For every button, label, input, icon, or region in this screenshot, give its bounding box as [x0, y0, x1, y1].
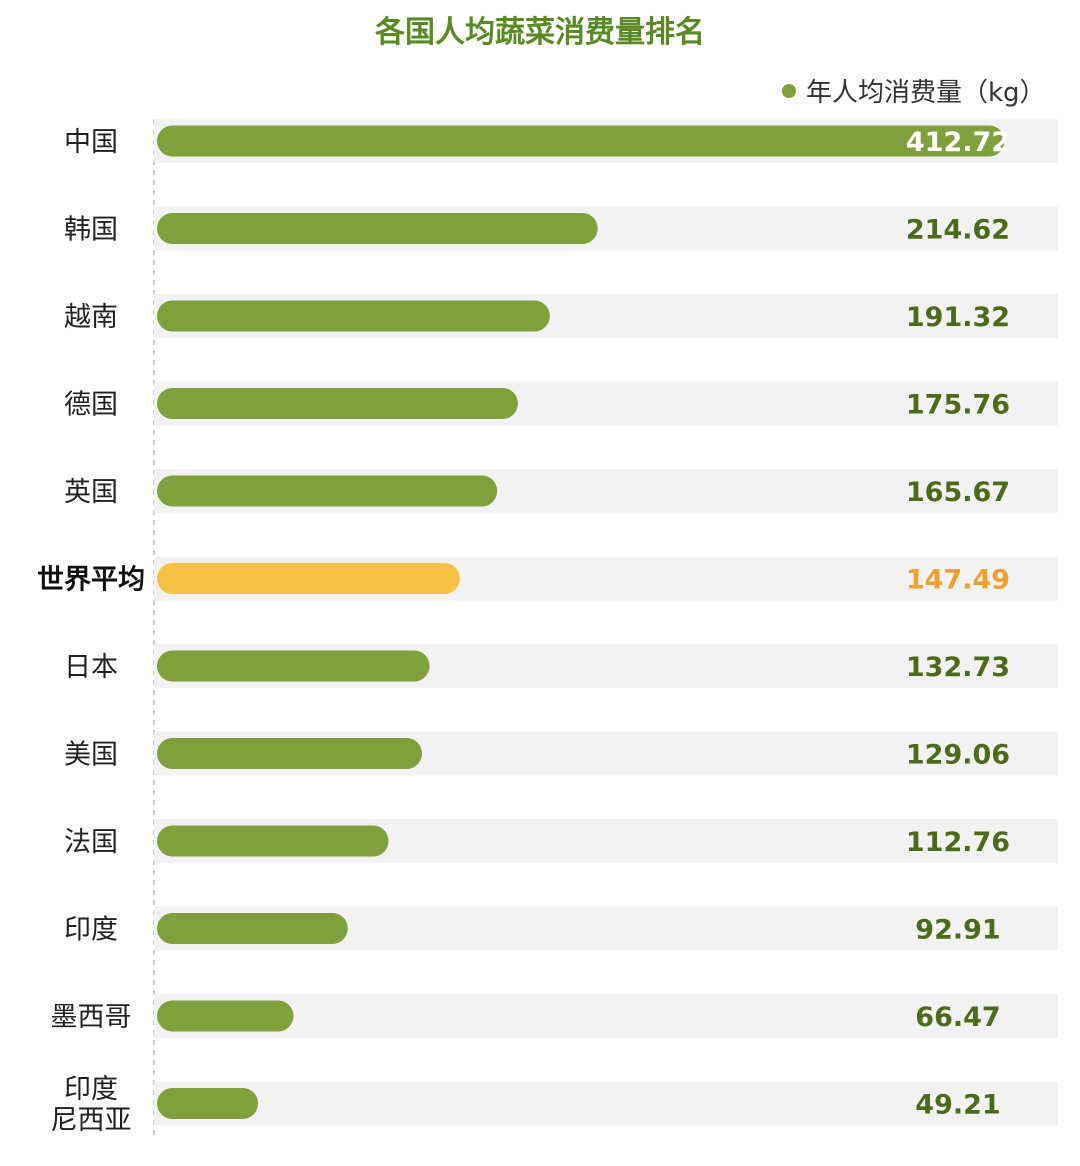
- bar-track: [154, 994, 1058, 1038]
- category-label: 世界平均: [37, 565, 145, 596]
- category-label: 中国: [64, 127, 118, 158]
- category-label: 韩国: [64, 215, 118, 246]
- bar-row: 日本 132.73: [64, 644, 1058, 688]
- value-label: 66.47: [915, 1002, 1000, 1033]
- bar-row: 德国 175.76: [64, 381, 1058, 426]
- bar-rows: 中国 412.72 韩国 214.62 越南 191.32 德国 175.76 英国 165.67…: [37, 119, 1058, 1136]
- value-label: 49.21: [915, 1090, 1000, 1121]
- legend-label: 年人均消费量（kg）: [806, 78, 1046, 108]
- value-label: 191.32: [906, 302, 1010, 333]
- value-label: 147.49: [906, 565, 1010, 596]
- bar: [157, 738, 423, 769]
- category-label: 日本: [64, 652, 118, 683]
- bar: [157, 1000, 294, 1032]
- bar-row: 印度尼西亚 49.21: [51, 1074, 1058, 1136]
- bar: [157, 213, 598, 244]
- bar: [157, 300, 550, 332]
- chart-title: 各国人均蔬菜消费量排名: [374, 15, 705, 50]
- bar: [157, 913, 348, 944]
- category-label: 英国: [64, 477, 118, 508]
- category-label: 印度尼西亚: [51, 1074, 132, 1136]
- bar: [157, 1088, 259, 1119]
- value-label: 112.76: [906, 827, 1010, 858]
- bar-row: 美国 129.06: [64, 731, 1058, 776]
- bar: [157, 125, 1005, 157]
- category-label: 德国: [64, 390, 118, 421]
- bar: [157, 650, 430, 682]
- value-label: 214.62: [906, 215, 1010, 246]
- category-label: 法国: [64, 827, 118, 858]
- bar-row: 世界平均 147.49: [37, 556, 1058, 601]
- bar-row: 印度 92.91: [64, 906, 1058, 951]
- value-label: 129.06: [906, 740, 1010, 771]
- bar-row: 越南 191.32: [64, 294, 1058, 338]
- category-label: 越南: [64, 302, 118, 333]
- value-label: 412.72: [906, 127, 1010, 158]
- bar-row: 韩国 214.62: [64, 206, 1058, 251]
- bar-row: 英国 165.67: [64, 469, 1058, 513]
- value-label: 132.73: [906, 652, 1010, 683]
- bar-row: 墨西哥 66.47: [51, 994, 1058, 1038]
- bar-track: [154, 1081, 1058, 1126]
- category-label: 墨西哥: [51, 1002, 132, 1033]
- bar: [157, 388, 518, 419]
- value-label: 92.91: [915, 915, 1000, 946]
- category-label: 印度: [64, 915, 118, 946]
- value-label: 175.76: [906, 390, 1010, 421]
- bar-row: 中国 412.72: [64, 119, 1058, 163]
- legend-swatch: [782, 84, 796, 98]
- bar: [157, 475, 498, 507]
- bar: [157, 563, 460, 594]
- value-label: 165.67: [906, 477, 1010, 508]
- legend: 年人均消费量（kg）: [782, 78, 1046, 108]
- category-label: 美国: [64, 740, 118, 771]
- bar: [157, 825, 389, 857]
- bar-row: 法国 112.76: [64, 819, 1058, 863]
